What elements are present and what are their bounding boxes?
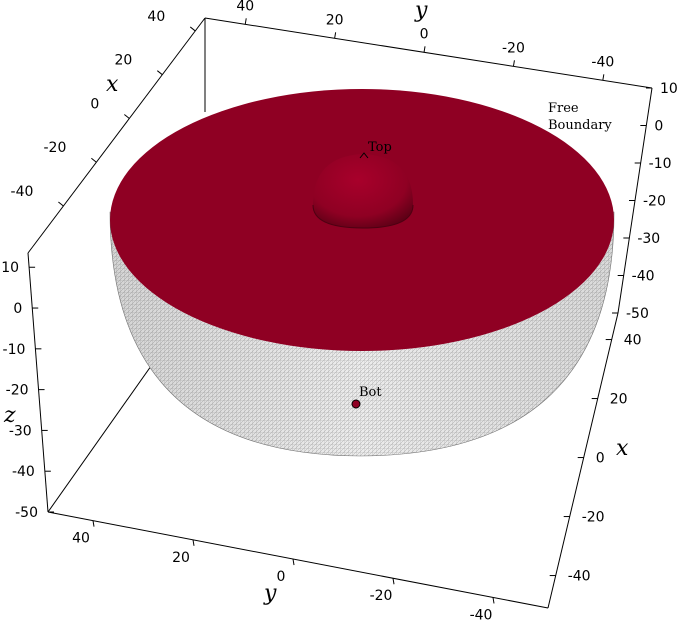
bottom-y-axis-line — [47, 511, 549, 609]
top-x-tick-label: -40 — [11, 184, 34, 200]
bottom-y-tick-label: 40 — [72, 531, 90, 547]
right-z-tick-label: -20 — [643, 194, 666, 210]
bottom-y-tick-label: 20 — [172, 550, 190, 566]
right-x-axis-name: x — [616, 436, 629, 461]
free-boundary-label-line2: Boundary — [548, 118, 612, 133]
bottom-y-tick — [292, 558, 295, 566]
top-y-tick — [512, 60, 515, 67]
bottom-y-tick — [92, 520, 95, 527]
top-x-tick-label: -20 — [43, 140, 66, 156]
top-x-tick-label: 40 — [147, 9, 165, 25]
top-x-tick — [58, 201, 64, 207]
bottom-y-tick — [492, 597, 495, 604]
bottom-y-tick-label: -40 — [470, 607, 493, 621]
top-x-tick-label: 20 — [114, 53, 132, 69]
top-x-tick — [189, 26, 196, 32]
top-y-tick — [244, 18, 247, 25]
bottom-y-tick — [192, 539, 195, 546]
left-z-tick-label: -20 — [6, 383, 29, 399]
bottom-y-tick — [392, 578, 395, 585]
left-z-tick-label: -40 — [12, 464, 35, 480]
top-x-tick — [124, 114, 130, 119]
top-y-tick-label: -20 — [502, 40, 525, 56]
top-x-tick — [156, 70, 163, 76]
right-x-tick-label: 20 — [610, 392, 628, 408]
top-y-tick-label: 0 — [420, 26, 429, 42]
right-z-tick-label: 10 — [660, 81, 678, 97]
left-z-tick-label: -50 — [15, 505, 38, 521]
top-bump — [312, 154, 414, 229]
right-x-tick-label: -40 — [568, 569, 591, 585]
top-y-tick-label: -40 — [591, 54, 614, 70]
top-x-tick — [91, 157, 97, 163]
left-z-axis-name: z — [3, 403, 16, 428]
left-z-tick-label: -30 — [9, 423, 32, 439]
free-boundary-label-line1: Free — [548, 101, 579, 116]
top-y-axis-line — [204, 17, 653, 89]
left-z-axis-line — [27, 252, 49, 513]
top-y-tick-label: 40 — [236, 0, 254, 14]
top-x-axis-line — [27, 17, 206, 254]
top-y-tick — [423, 46, 426, 53]
top-y-tick-label: 20 — [326, 12, 344, 28]
right-x-axis-line — [547, 312, 619, 609]
right-x-tick-label: -20 — [582, 510, 605, 526]
right-z-tick-label: -30 — [637, 231, 660, 247]
left-z-tick-label: 0 — [13, 301, 22, 317]
top-label: Top — [368, 140, 392, 155]
right-z-tick-label: 0 — [654, 119, 663, 135]
top-x-tick-label: 0 — [90, 96, 99, 112]
bot-label: Bot — [359, 385, 382, 400]
top-marker-icon — [359, 152, 369, 159]
right-x-tick-label: 0 — [596, 451, 605, 467]
top-x-axis-name: x — [106, 72, 119, 97]
top-y-tick — [334, 32, 337, 39]
bottom-y-axis-name: y — [263, 581, 277, 606]
bottom-y-tick-label: -20 — [370, 588, 393, 604]
left-z-tick-label: -10 — [3, 342, 26, 358]
top-y-tick — [602, 74, 605, 81]
left-z-tick-label: 10 — [1, 260, 19, 276]
bottom-y-tick-label: 0 — [277, 569, 286, 585]
top-y-axis-name: y — [414, 0, 428, 23]
right-z-tick-label: -50 — [626, 306, 649, 322]
right-z-tick-label: -40 — [632, 269, 655, 285]
right-x-tick-label: 40 — [624, 333, 642, 349]
bot-marker-icon — [351, 399, 361, 409]
right-z-tick-label: -10 — [649, 156, 672, 172]
